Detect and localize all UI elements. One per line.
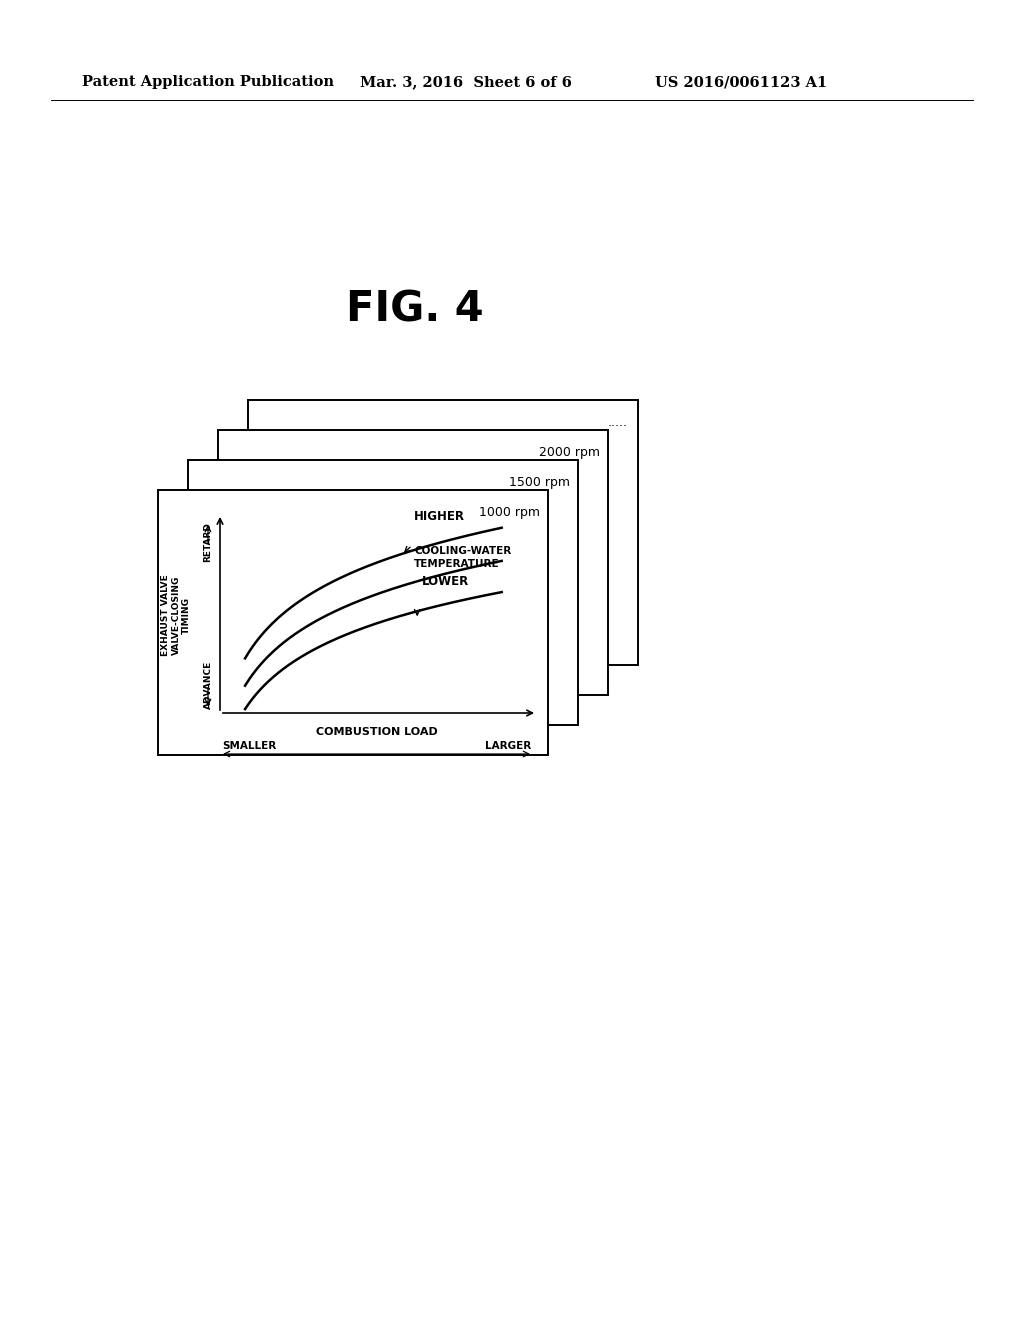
Text: HIGHER: HIGHER — [414, 511, 465, 523]
Text: RETARD: RETARD — [204, 521, 213, 562]
Text: SMALLER: SMALLER — [222, 741, 276, 751]
Text: 2000 rpm: 2000 rpm — [539, 446, 600, 459]
Text: EXHAUST VALVE
VALVE-CLOSING
TIMING: EXHAUST VALVE VALVE-CLOSING TIMING — [161, 574, 190, 656]
Text: ADVANCE: ADVANCE — [204, 661, 213, 709]
Bar — [248, 400, 638, 665]
Bar — [158, 490, 548, 755]
Text: Mar. 3, 2016  Sheet 6 of 6: Mar. 3, 2016 Sheet 6 of 6 — [360, 75, 571, 88]
Text: FIG. 4: FIG. 4 — [346, 289, 483, 331]
Text: .....: ..... — [608, 416, 628, 429]
Text: LOWER: LOWER — [422, 576, 469, 589]
Text: 1000 rpm: 1000 rpm — [479, 506, 540, 519]
Bar — [188, 459, 578, 725]
Text: Patent Application Publication: Patent Application Publication — [82, 75, 334, 88]
Bar — [218, 430, 608, 696]
Text: LARGER: LARGER — [484, 741, 531, 751]
Text: COOLING-WATER
TEMPERATURE: COOLING-WATER TEMPERATURE — [414, 546, 511, 569]
Text: 1500 rpm: 1500 rpm — [509, 477, 570, 488]
Text: COMBUSTION LOAD: COMBUSTION LOAD — [315, 727, 437, 737]
Text: US 2016/0061123 A1: US 2016/0061123 A1 — [655, 75, 827, 88]
